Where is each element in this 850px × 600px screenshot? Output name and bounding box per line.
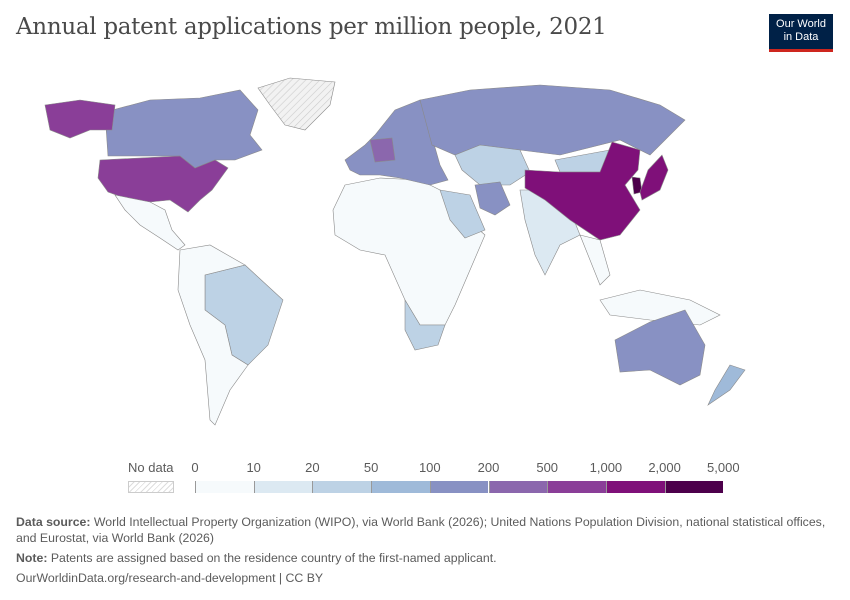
region-germany[interactable] [369,137,396,163]
legend-bin-200-500[interactable] [488,481,548,493]
note-text: Patents are assigned based on the reside… [50,551,497,565]
footer: Data source: World Intellectual Property… [16,514,836,590]
legend-tick-label: 20 [305,460,320,475]
legend-bin-2000-5000[interactable] [664,481,724,493]
region-western-europe[interactable] [344,99,449,186]
owid-logo[interactable]: Our World in Data [769,14,833,52]
source-url-link[interactable]: OurWorldinData.org/research-and-developm… [16,571,324,585]
map-legend: No data 0 10 20 50 100 200 500 1,000 2,000 5,000 [0,460,850,500]
legend-tick-label: 200 [477,460,500,475]
source-text: World Intellectual Property Organization… [16,515,826,545]
legend-bin-50-100[interactable] [371,481,430,493]
region-united-states[interactable] [44,99,229,213]
note-label: Note: [16,551,48,565]
region-australia[interactable] [614,309,706,386]
region-canada[interactable] [104,89,263,169]
legend-tick-label: 100 [418,460,441,475]
region-iran[interactable] [474,181,511,216]
logo-line1: Our World [776,18,826,30]
legend-bin-500-1000[interactable] [547,481,606,493]
legend-tick-label: 50 [363,460,379,475]
legend-tick-label: 500 [536,460,559,475]
region-greenland[interactable] [257,77,336,131]
region-mexico-central-america[interactable] [114,194,186,251]
legend-bin-20-50[interactable] [312,481,372,493]
legend-tick-label: 5,000 [707,460,740,475]
logo-line2: in Data [783,31,819,43]
legend-tick-label: 10 [246,460,261,475]
region-china[interactable] [524,141,641,241]
no-data-label: No data [128,460,174,475]
legend-bin-0-10[interactable] [195,481,254,493]
legend-tick-label: 1,000 [589,460,623,475]
legend-bin-10-20[interactable] [253,481,313,493]
legend-tick-label: 0 [191,460,199,475]
region-russia[interactable] [419,84,686,156]
region-rest-of-south-america[interactable] [177,244,249,426]
world-map[interactable] [0,60,850,460]
region-southeast-asia[interactable] [579,234,721,326]
region-south-africa[interactable] [404,298,446,351]
region-new-zealand[interactable] [707,364,746,406]
region-saudi-arabia[interactable] [439,189,486,239]
source-label: Data source: [16,515,91,529]
legend-bin-1000-2000[interactable] [605,481,665,493]
region-japan[interactable] [639,154,669,201]
legend-tick-label: 2,000 [648,460,681,475]
no-data-swatch [128,481,174,493]
legend-bin-100-200[interactable] [429,481,489,493]
chart-title: Annual patent applications per million p… [16,14,607,40]
